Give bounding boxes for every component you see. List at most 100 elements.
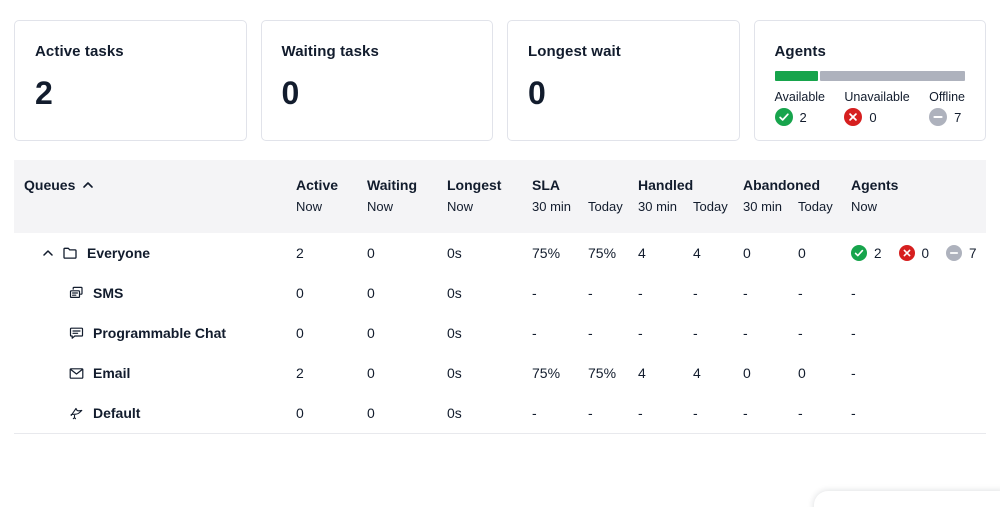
waiting-now-value: 0 <box>367 365 375 381</box>
queue-name: Default <box>93 405 141 421</box>
sla-30min-value: 75% <box>532 245 561 261</box>
unavailable-count: 0 <box>869 109 877 125</box>
column-header-handled-today[interactable]: Today <box>683 176 733 233</box>
column-header-waiting[interactable]: Waiting Now <box>357 176 437 233</box>
abandoned-30min-value: - <box>743 405 748 421</box>
agents-dash: - <box>851 405 856 421</box>
handled-30min-value: 4 <box>638 245 646 261</box>
handled-30min-value: 4 <box>638 365 646 381</box>
collapse-caret-icon[interactable] <box>40 245 56 261</box>
agents-now-cell: - <box>841 405 986 421</box>
column-sublabel: 30 min <box>532 199 572 214</box>
available-chip: 2 <box>851 245 882 261</box>
agents-statuses: Available 2 Unavailable 0 Offl <box>774 90 965 126</box>
handled-today-value: - <box>693 285 698 301</box>
abandoned-30min-value: - <box>743 325 748 341</box>
sla-today-value: - <box>588 325 593 341</box>
queues-table: Queues Active Now Waiting Now Longest No… <box>14 160 986 434</box>
sla-today-value: 75% <box>588 365 617 381</box>
abandoned-today-value: - <box>798 285 803 301</box>
column-header-abandoned-30min[interactable]: Abandoned 30 min <box>743 177 820 214</box>
abandoned-30min-value: 0 <box>743 365 751 381</box>
sla-30min-value: 75% <box>532 365 561 381</box>
bar-available-segment <box>774 71 819 81</box>
waiting-now-value: 0 <box>367 405 375 421</box>
table-row[interactable]: Programmable Chat 0 0 0s - - - - - - - <box>14 313 986 353</box>
longest-now-value: 0s <box>447 245 462 261</box>
queue-name: SMS <box>93 285 124 301</box>
status-label: Offline <box>929 90 965 104</box>
sort-ascending-icon <box>81 178 95 192</box>
active-tasks-card: Active tasks 2 <box>14 20 247 141</box>
available-count: 2 <box>874 245 882 261</box>
agents-dash: - <box>851 325 856 341</box>
abandoned-30min-value: - <box>743 285 748 301</box>
check-circle-icon <box>774 108 793 126</box>
column-header-abandoned-today[interactable]: Today <box>788 176 841 233</box>
status-label: Available <box>774 90 826 104</box>
column-header-longest[interactable]: Longest Now <box>437 176 522 233</box>
sla-30min-value: - <box>532 405 537 421</box>
active-now-value: 2 <box>296 365 304 381</box>
floating-widget-corner[interactable] <box>814 491 1000 507</box>
offline-count: 7 <box>954 109 962 125</box>
column-header-active[interactable]: Active Now <box>286 176 357 233</box>
agents-dash: - <box>851 285 856 301</box>
abandoned-30min-value: 0 <box>743 245 751 261</box>
abandoned-today-value: 0 <box>798 245 806 261</box>
handled-30min-value: - <box>638 285 643 301</box>
agents-now-cell: 2 0 7 <box>841 245 986 261</box>
active-now-value: 0 <box>296 405 304 421</box>
email-icon <box>68 365 85 382</box>
column-sublabel: Today <box>588 199 623 214</box>
sla-today-value: - <box>588 285 593 301</box>
minus-circle-icon <box>929 108 948 126</box>
longest-wait-value: 0 <box>528 75 546 111</box>
minus-circle-icon <box>946 245 963 261</box>
table-row[interactable]: SMS 0 0 0s - - - - - - - <box>14 273 986 313</box>
column-label: Queues <box>24 177 76 193</box>
sla-today-value: - <box>588 405 593 421</box>
column-sublabel: Today <box>693 199 728 214</box>
waiting-now-value: 0 <box>367 325 375 341</box>
bird-icon <box>68 405 85 422</box>
handled-30min-value: - <box>638 405 643 421</box>
column-header-handled-30min[interactable]: Handled 30 min <box>638 177 694 214</box>
waiting-now-value: 0 <box>367 285 375 301</box>
column-sublabel: Now <box>296 199 323 214</box>
table-row[interactable]: Everyone 2 0 0s 75% 75% 4 4 0 0 2 <box>14 233 986 273</box>
active-now-value: 0 <box>296 325 304 341</box>
chat-icon <box>68 325 85 342</box>
card-title: Agents <box>774 43 826 60</box>
abandoned-today-value: 0 <box>798 365 806 381</box>
status-offline: Offline 7 <box>929 90 965 126</box>
agents-now-cell: - <box>841 365 986 381</box>
longest-wait-card: Longest wait 0 <box>507 20 740 141</box>
unavailable-count: 0 <box>921 245 930 261</box>
agents-card: Agents Available 2 Unavailable <box>753 20 986 141</box>
sla-30min-value: - <box>532 285 537 301</box>
abandoned-today-value: - <box>798 405 803 421</box>
unavailable-chip: 0 <box>898 245 930 261</box>
bar-rest-segment <box>820 71 965 81</box>
card-title: Active tasks <box>35 43 124 60</box>
column-header-queues[interactable]: Queues <box>14 176 286 233</box>
queue-name: Email <box>93 365 131 381</box>
longest-now-value: 0s <box>447 405 462 421</box>
offline-count: 7 <box>969 245 977 261</box>
table-row[interactable]: Default 0 0 0s - - - - - - - <box>14 393 986 433</box>
column-sublabel: Now <box>851 199 878 214</box>
column-header-agents[interactable]: Agents Now <box>841 176 986 233</box>
available-count: 2 <box>799 109 807 125</box>
waiting-now-value: 0 <box>367 245 375 261</box>
table-row[interactable]: Email 2 0 0s 75% 75% 4 4 0 0 - <box>14 353 986 393</box>
status-available: Available 2 <box>774 90 826 126</box>
queue-name: Everyone <box>87 245 151 261</box>
handled-today-value: - <box>693 325 698 341</box>
column-header-sla-today[interactable]: Today <box>578 176 628 233</box>
card-title: Longest wait <box>528 43 621 60</box>
longest-now-value: 0s <box>447 285 462 301</box>
column-header-sla-30min[interactable]: SLA 30 min <box>522 176 578 233</box>
longest-now-value: 0s <box>447 365 462 381</box>
card-title: Waiting tasks <box>281 43 379 60</box>
